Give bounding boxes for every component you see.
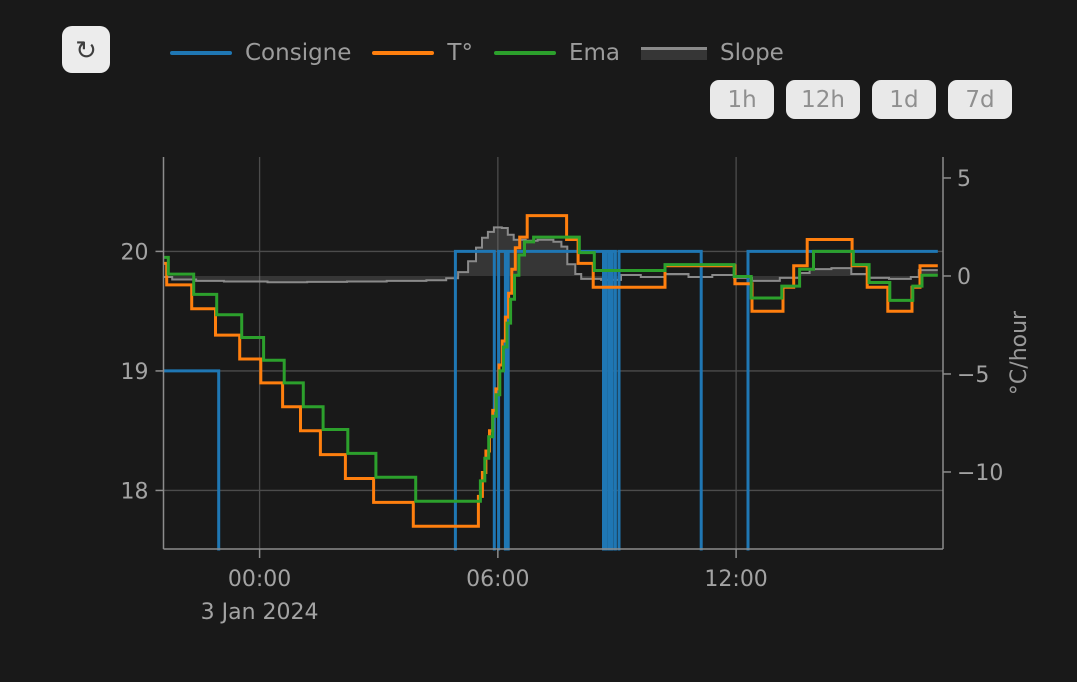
y-left-tick-label: 18 xyxy=(121,479,149,504)
slope-area-swatch xyxy=(641,46,708,60)
legend-label-consigne: Consigne xyxy=(245,40,352,66)
axes xyxy=(155,157,951,558)
slope-area xyxy=(163,227,938,283)
legend-item-slope[interactable]: Slope xyxy=(641,40,784,66)
range-button-1d[interactable]: 1d xyxy=(872,80,936,119)
refresh-icon: ↻ xyxy=(75,34,97,65)
range-button-7d[interactable]: 7d xyxy=(948,80,1012,119)
t-line xyxy=(163,214,938,528)
chart-legend: Consigne T° Ema Slope xyxy=(170,36,784,70)
y-right-tick-label: −5 xyxy=(957,363,989,388)
slope-line xyxy=(163,226,938,284)
series-layer xyxy=(163,214,938,551)
temperature-line-swatch xyxy=(372,51,435,55)
legend-item-consigne[interactable]: Consigne xyxy=(170,40,351,66)
range-button-12h[interactable]: 12h xyxy=(786,80,860,119)
consigne-line xyxy=(163,249,938,551)
y-right-tick-label: 0 xyxy=(957,265,971,290)
axis-labels: 20 19 18 5 0 −5 −10 00:00 06:00 12:00 3 Jan 2024 °C… xyxy=(121,167,1033,625)
y-right-axis-title: °C/hour xyxy=(1007,310,1032,395)
ema-line-swatch xyxy=(493,51,556,55)
legend-label-temperature: T° xyxy=(447,40,473,66)
y-right-tick-label: 5 xyxy=(957,167,971,192)
time-range-buttons: 1h 12h 1d 7d xyxy=(710,80,1012,119)
legend-item-ema[interactable]: Ema xyxy=(493,40,621,66)
legend-label-ema: Ema xyxy=(568,40,621,66)
range-button-1h[interactable]: 1h xyxy=(710,80,775,119)
y-left-tick-label: 20 xyxy=(121,240,149,265)
legend-item-temperature[interactable]: T° xyxy=(372,40,473,66)
y-left-tick-label: 19 xyxy=(121,360,149,385)
x-tick-label: 12:00 xyxy=(704,567,767,592)
refresh-button[interactable]: ↻ xyxy=(62,26,110,73)
ema-line xyxy=(163,235,938,503)
x-axis-date-label: 3 Jan 2024 xyxy=(201,600,319,625)
y-right-tick-label: −10 xyxy=(957,461,1003,486)
x-tick-label: 06:00 xyxy=(466,567,529,592)
x-tick-label: 00:00 xyxy=(228,567,291,592)
legend-label-slope: Slope xyxy=(720,40,784,66)
consigne-line-swatch xyxy=(170,51,232,55)
